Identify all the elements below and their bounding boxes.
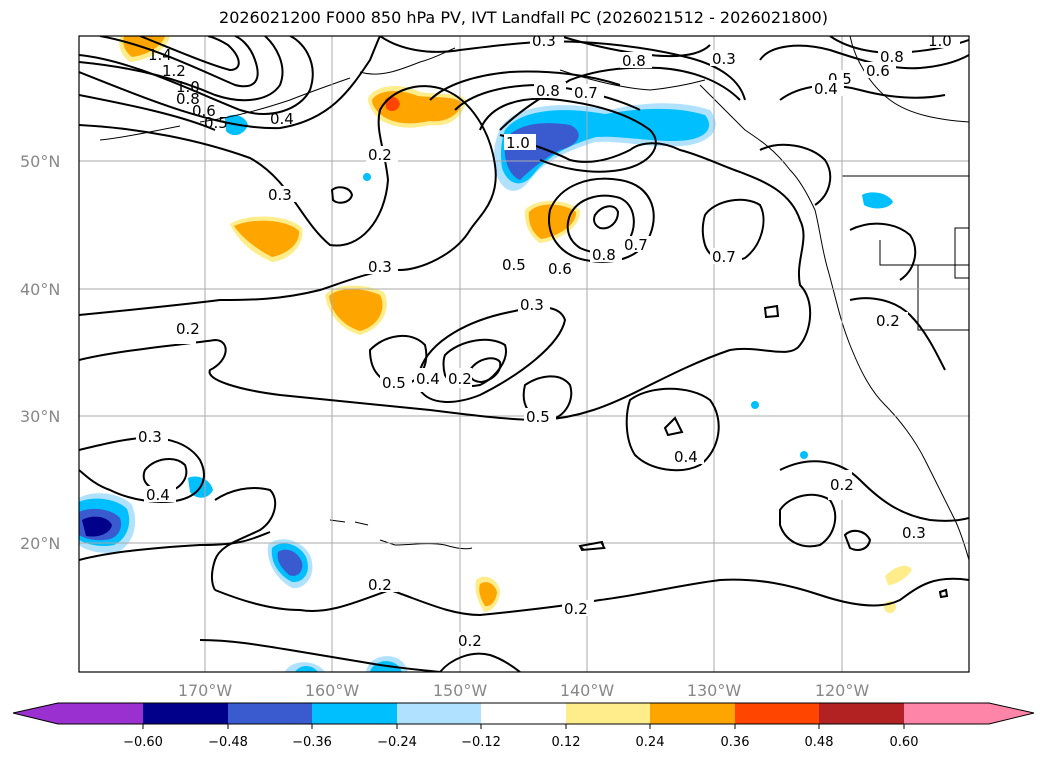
positive-anomaly-blob bbox=[385, 96, 400, 112]
lon-label: 160°W bbox=[305, 681, 360, 700]
contour-label: 1.0 bbox=[928, 32, 952, 50]
lat-label: 50°N bbox=[20, 152, 60, 171]
contour-label: 0.3 bbox=[138, 428, 162, 446]
contour-label: 0.2 bbox=[368, 576, 392, 594]
longitude-labels: 170°W 160°W 150°W 140°W 130°W 120°W bbox=[178, 681, 870, 700]
colorbar-segment bbox=[58, 703, 143, 724]
colorbar-tick-label: −0.24 bbox=[377, 735, 417, 750]
contour-label: 0.8 bbox=[880, 48, 904, 66]
colorbar-tick-label: 0.60 bbox=[890, 735, 919, 750]
contour-label: 0.2 bbox=[564, 600, 588, 618]
contour-label: 0.3 bbox=[368, 258, 392, 276]
colorbar-segment bbox=[312, 703, 397, 724]
contour-label: 0.5 bbox=[382, 374, 406, 392]
colorbar-extend-low bbox=[13, 703, 58, 724]
contour-label: 0.2 bbox=[458, 632, 482, 650]
colorbar-segment bbox=[228, 703, 312, 724]
contour-label: 0.5 bbox=[526, 408, 550, 426]
contour-label: 0.6 bbox=[548, 260, 572, 278]
negative-anomaly-blob bbox=[277, 549, 303, 576]
contour-label: 0.7 bbox=[624, 236, 648, 254]
colorbar-segment bbox=[819, 703, 904, 724]
contour-label: 0.4 bbox=[146, 486, 170, 504]
contour-label: 0.3 bbox=[532, 32, 556, 50]
positive-anomaly-blob bbox=[234, 220, 300, 257]
colorbar-tick-label: 0.36 bbox=[721, 735, 750, 750]
colorbar-segment bbox=[143, 703, 228, 724]
plot-title: 2026021200 F000 850 hPa PV, IVT Landfall… bbox=[219, 8, 828, 27]
contour-labels: 0.3 0.3 0.8 1.0 0.8 0.5 0.6 0.4 0.8 0.7 … bbox=[136, 32, 960, 650]
contour-label: 0.3 bbox=[520, 296, 544, 314]
contour-label: 0.2 bbox=[830, 476, 854, 494]
contour-label: 0.8 bbox=[536, 82, 560, 100]
colorbar-tick-label: −0.60 bbox=[123, 735, 163, 750]
colorbar-tick-label: −0.36 bbox=[292, 735, 332, 750]
contour-label: 0.8 bbox=[592, 246, 616, 264]
colorbar-tick-label: −0.12 bbox=[461, 735, 501, 750]
positive-anomaly-blob bbox=[528, 204, 577, 239]
contour-label: 0.6 bbox=[866, 62, 890, 80]
contour-label: 1.2 bbox=[162, 62, 186, 80]
positive-anomaly-blob bbox=[479, 582, 497, 607]
contour-label: 0.7 bbox=[712, 248, 736, 266]
contour-label: 0.4 bbox=[270, 110, 294, 128]
lon-label: 120°W bbox=[815, 681, 870, 700]
contour-label: 0.8 bbox=[176, 90, 200, 108]
contour-label: 0.2 bbox=[368, 146, 392, 164]
lat-label: 30°N bbox=[20, 407, 60, 426]
lat-label: 20°N bbox=[20, 534, 60, 553]
contour-label: 0.5 bbox=[502, 256, 526, 274]
map-frame bbox=[78, 35, 970, 673]
colorbar: −0.60 −0.48 −0.36 −0.24 −0.12 0.12 0.24 … bbox=[12, 702, 1035, 750]
colorbar-segment bbox=[735, 703, 819, 724]
contour-label: 0.2 bbox=[448, 370, 472, 388]
contour-label: 0.6 bbox=[192, 102, 216, 120]
negative-anomaly-blob bbox=[82, 516, 112, 537]
contour-label: 1.0 bbox=[506, 134, 530, 152]
lon-label: 130°W bbox=[687, 681, 742, 700]
negative-anomaly-blob bbox=[295, 666, 318, 672]
colorbar-outline bbox=[12, 702, 1035, 725]
contour-label: 0.8 bbox=[622, 52, 646, 70]
colorbar-segment bbox=[904, 703, 989, 724]
contour-label: 0.7 bbox=[574, 84, 598, 102]
colorbar-tick-label: 0.24 bbox=[636, 735, 665, 750]
contour-label: 0.4 bbox=[674, 448, 698, 466]
lat-label: 40°N bbox=[20, 280, 60, 299]
colorbar-tick-label: −0.48 bbox=[208, 735, 248, 750]
contour-label: 0.5 bbox=[204, 114, 228, 132]
contour-label: 0.3 bbox=[902, 524, 926, 542]
contour-label: 0.4 bbox=[416, 370, 440, 388]
colorbar-tick-label: 0.48 bbox=[805, 735, 834, 750]
colorbar-segment bbox=[650, 703, 735, 724]
map-area: 0.3 0.3 0.8 1.0 0.8 0.5 0.6 0.4 0.8 0.7 … bbox=[79, 32, 969, 672]
contour-label: 0.4 bbox=[814, 80, 838, 98]
contour-label: 1.0 bbox=[176, 78, 200, 96]
negative-anomaly-blob bbox=[800, 451, 808, 459]
colorbar-tick-label: 0.12 bbox=[552, 735, 581, 750]
colorbar-segment bbox=[481, 703, 566, 724]
lon-label: 150°W bbox=[433, 681, 488, 700]
lon-label: 170°W bbox=[178, 681, 233, 700]
contour-label: 0.2 bbox=[176, 320, 200, 338]
contour-label: 0.2 bbox=[876, 312, 900, 330]
negative-anomaly-blob bbox=[862, 192, 893, 209]
lon-label: 140°W bbox=[560, 681, 615, 700]
contour-label: 0.3 bbox=[268, 186, 292, 204]
colorbar-segment bbox=[566, 703, 650, 724]
colorbar-segment bbox=[397, 703, 481, 724]
contour-label: 1.4 bbox=[148, 46, 172, 64]
positive-anomaly-blob bbox=[885, 565, 912, 585]
negative-anomaly-blob bbox=[751, 401, 759, 409]
colorbar-extend-high bbox=[989, 703, 1034, 724]
negative-anomaly-blob bbox=[363, 173, 371, 181]
latitude-labels: 50°N 40°N 30°N 20°N bbox=[20, 152, 60, 553]
contour-label: 0.3 bbox=[712, 50, 736, 68]
positive-anomaly-blob bbox=[329, 289, 383, 331]
